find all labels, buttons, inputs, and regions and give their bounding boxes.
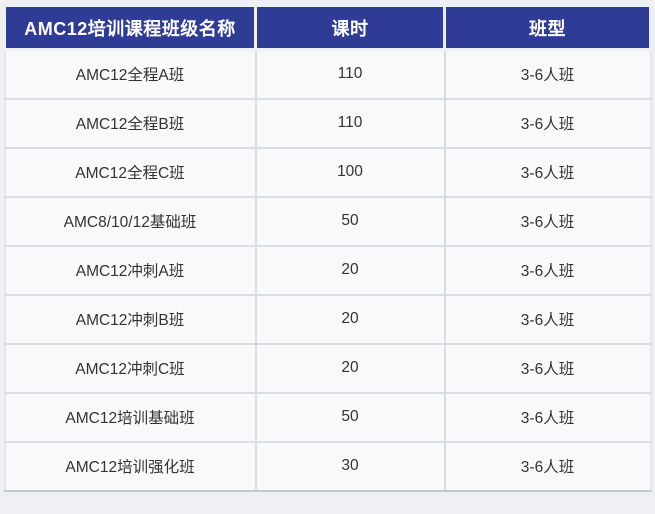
table-row: AMC12全程A班 110 3-6人班 xyxy=(3,48,652,100)
hours-cell: 20 xyxy=(254,244,446,296)
class-type-cell: 3-6人班 xyxy=(443,97,652,149)
course-name-cell: AMC8/10/12基础班 xyxy=(3,195,257,247)
course-name-cell: AMC12冲刺B班 xyxy=(3,293,257,345)
class-type-cell: 3-6人班 xyxy=(443,195,652,247)
column-header-class-name: AMC12培训课程班级名称 xyxy=(3,4,257,51)
hours-cell: 30 xyxy=(254,440,446,492)
course-name-cell: AMC12全程A班 xyxy=(3,48,257,100)
course-name-cell: AMC12冲刺A班 xyxy=(3,244,257,296)
course-name-cell: AMC12冲刺C班 xyxy=(3,342,257,394)
table-row: AMC12全程C班 100 3-6人班 xyxy=(3,146,652,198)
hours-cell: 110 xyxy=(254,97,446,149)
hours-cell: 50 xyxy=(254,195,446,247)
course-name-cell: AMC12全程C班 xyxy=(3,146,257,198)
class-type-cell: 3-6人班 xyxy=(443,146,652,198)
hours-cell: 110 xyxy=(254,48,446,100)
class-type-cell: 3-6人班 xyxy=(443,440,652,492)
class-type-cell: 3-6人班 xyxy=(443,293,652,345)
table-body: AMC12全程A班 110 3-6人班 AMC12全程B班 110 3-6人班 AMC12全… xyxy=(3,48,652,492)
table-row: AMC12培训强化班 30 3-6人班 xyxy=(3,440,652,492)
table-header: AMC12培训课程班级名称 课时 班型 xyxy=(3,4,652,51)
class-type-cell: 3-6人班 xyxy=(443,391,652,443)
course-name-cell: AMC12培训强化班 xyxy=(3,440,257,492)
table-row: AMC12冲刺A班 20 3-6人班 xyxy=(3,244,652,296)
course-name-cell: AMC12全程B班 xyxy=(3,97,257,149)
class-type-cell: 3-6人班 xyxy=(443,48,652,100)
hours-cell: 20 xyxy=(254,342,446,394)
hours-cell: 100 xyxy=(254,146,446,198)
hours-cell: 20 xyxy=(254,293,446,345)
column-header-class-type: 班型 xyxy=(443,4,652,51)
class-type-cell: 3-6人班 xyxy=(443,244,652,296)
course-table-container: AMC12培训课程班级名称 课时 班型 AMC12全程A班 110 3-6人班 AMC… xyxy=(3,4,652,492)
course-name-cell: AMC12培训基础班 xyxy=(3,391,257,443)
class-type-cell: 3-6人班 xyxy=(443,342,652,394)
hours-cell: 50 xyxy=(254,391,446,443)
table-row: AMC12培训基础班 50 3-6人班 xyxy=(3,391,652,443)
table-row: AMC12冲刺B班 20 3-6人班 xyxy=(3,293,652,345)
header-row: AMC12培训课程班级名称 课时 班型 xyxy=(3,4,652,51)
table-row: AMC12冲刺C班 20 3-6人班 xyxy=(3,342,652,394)
table-row: AMC8/10/12基础班 50 3-6人班 xyxy=(3,195,652,247)
table-row: AMC12全程B班 110 3-6人班 xyxy=(3,97,652,149)
column-header-hours: 课时 xyxy=(254,4,446,51)
course-table: AMC12培训课程班级名称 课时 班型 AMC12全程A班 110 3-6人班 AMC… xyxy=(3,4,652,492)
